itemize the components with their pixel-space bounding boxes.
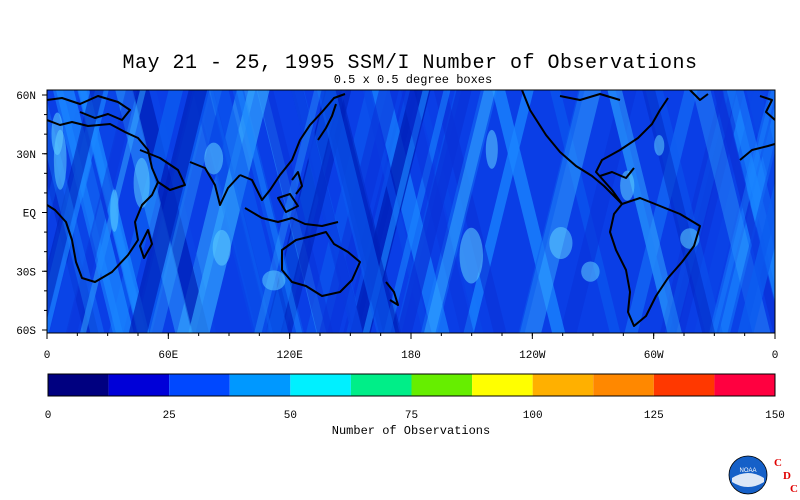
coastline-indonesia [244,207,339,227]
lat-tick-label: 60S [16,326,36,338]
colorbar-tick-label: 50 [284,410,297,422]
colorbar-swatch [472,374,533,396]
cdc-letter-1: C [774,457,782,469]
lon-tick-label: 0 [772,350,779,362]
coastline-europe [47,95,131,121]
noaa-cdc-logo: NOAA C D C [728,455,798,495]
coastline-india [189,161,241,206]
colorbar-swatch [108,374,170,396]
colorbar-swatch [169,374,230,396]
coastline-greenland [689,90,709,101]
lon-tick-label: 180 [401,350,421,362]
coastline-philippines [291,171,303,195]
noaa-emblem-text: NOAA [739,468,756,474]
lon-tick-label: 0 [44,350,51,362]
coastline-south-america [609,197,701,327]
map-subtitle: 0.5 x 0.5 degree boxes [333,73,493,87]
colorbar-swatch [714,374,775,396]
longitude-axis: 0 60E 120E 180 120W 60W 0 [44,333,779,362]
lat-tick-label: EQ [23,209,37,221]
colorbar-tick-label: 100 [523,410,543,422]
satellite-swaths [47,90,775,333]
colorbar-title: Number of Observations [331,424,491,438]
coastline-australia [281,231,361,297]
colorbar-swatch [593,374,654,396]
colorbar-swatch [653,374,715,396]
colorbar-tick-label: 0 [45,410,52,422]
coastline-new-zealand [385,281,399,306]
colorbar [47,373,776,397]
lon-tick-label: 120E [276,350,303,362]
coastline-africa [47,119,159,283]
coastline-japan [317,103,337,141]
colorbar-tick-label: 75 [405,410,418,422]
colorbar-swatch [48,374,109,396]
colorbar-swatch [532,374,594,396]
coastline-east-asia [239,93,346,201]
colorbar-swatch [290,374,351,396]
latitude-axis: 60N 30N EQ 30S 60S [16,91,47,338]
coastline-west-africa [739,143,775,161]
coastline-madagascar [139,229,153,259]
lat-tick-label: 60N [16,91,36,103]
cdc-letter-3: C [790,483,798,495]
lat-tick-label: 30N [16,150,36,162]
colorbar-swatch [350,374,412,396]
lon-tick-label: 60W [644,350,664,362]
coastline-iberia [759,95,775,121]
colorbar-swatch [229,374,291,396]
map-title: May 21 - 25, 1995 SSM/I Number of Observ… [122,52,698,75]
coastline-gulf [599,167,635,179]
coastline-arctic-canada [559,93,621,101]
cdc-letter-2: D [783,470,791,482]
colorbar-tick-label: 25 [163,410,176,422]
lon-tick-label: 120W [519,350,546,362]
lon-tick-label: 60E [158,350,178,362]
colorbar-tick-labels: 0 25 50 75 100 125 150 [45,410,785,422]
colorbar-tick-label: 125 [644,410,664,422]
coastline-arabia [139,149,186,191]
lat-tick-label: 30S [16,267,36,279]
coastline-borneo [277,193,299,213]
colorbar-swatch [411,374,473,396]
colorbar-tick-label: 150 [765,410,785,422]
